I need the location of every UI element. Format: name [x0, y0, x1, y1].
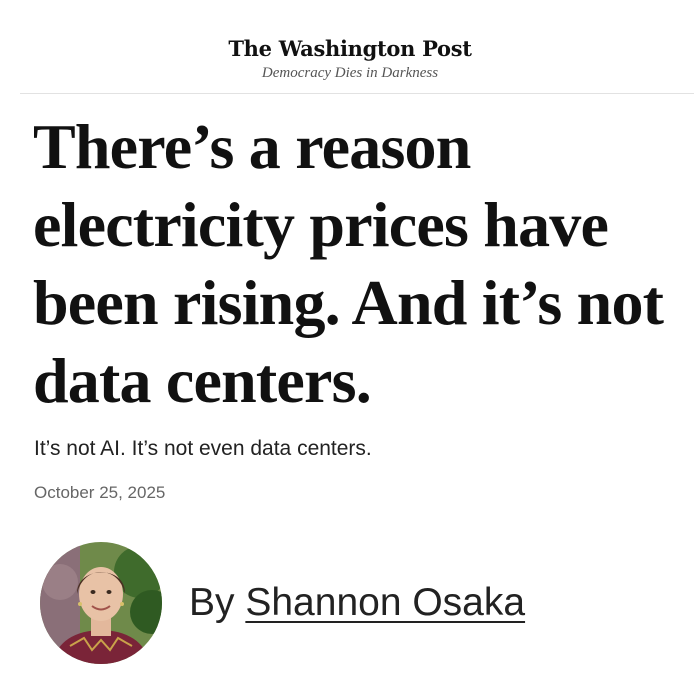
site-logo[interactable]: The Washington Post [228, 36, 472, 61]
author-photo-icon [40, 542, 162, 664]
byline: By Shannon Osaka [189, 580, 525, 626]
site-tagline: Democracy Dies in Darkness [261, 65, 439, 81]
author-avatar[interactable] [40, 542, 162, 664]
article-headline: There’s a reason electricity prices have… [33, 111, 664, 416]
byline-prefix: By [189, 581, 235, 624]
author-link[interactable]: Shannon Osaka [245, 581, 526, 624]
header-divider [20, 93, 694, 94]
publish-date: October 25, 2025 [34, 483, 166, 502]
masthead: The Washington Post Democracy Dies in Da… [0, 36, 700, 82]
article-subheadline: It’s not AI. It’s not even data centers. [34, 437, 372, 460]
